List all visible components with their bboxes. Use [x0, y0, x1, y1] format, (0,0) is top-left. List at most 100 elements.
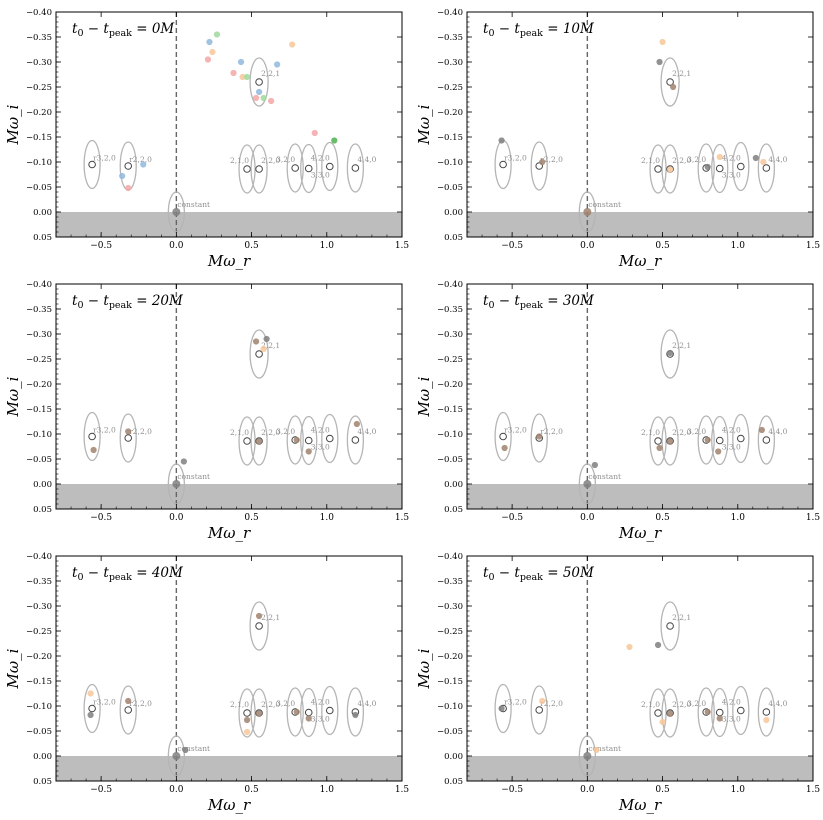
mode-label: 3,2,0	[687, 699, 706, 708]
x-tick-label: 1.0	[320, 241, 335, 251]
mode-marker	[351, 436, 360, 444]
mode-ellipse	[286, 687, 304, 737]
mode-label: constant	[177, 472, 210, 481]
mode-marker	[255, 165, 263, 173]
x-tick-label: 1.5	[395, 785, 410, 795]
data-point	[591, 461, 598, 469]
data-point	[656, 444, 663, 452]
mode-ellipse	[711, 143, 729, 194]
data-point	[669, 83, 677, 91]
data-point	[654, 641, 662, 649]
mode-marker	[243, 165, 251, 173]
data-point	[498, 137, 505, 144]
mode-label: 4,4,0	[768, 699, 787, 708]
mode-label: r3,2,0	[504, 698, 527, 707]
x-tick-label: 0.0	[580, 513, 595, 523]
y-axis-label: Mω_i	[4, 648, 22, 689]
panel-title-part: peak	[109, 28, 132, 39]
mode-marker	[325, 434, 334, 443]
mode-label: 4,4,0	[357, 699, 376, 708]
mode-ellipse	[649, 688, 667, 738]
data-point	[305, 715, 312, 722]
y-tick-label: −0.35	[437, 33, 463, 43]
data-point	[666, 349, 674, 357]
data-point	[593, 746, 600, 754]
data-point	[239, 73, 246, 81]
x-tick-label: 0.0	[169, 785, 184, 795]
mode-label: constant	[177, 744, 210, 753]
x-tick-label: 0.5	[244, 513, 259, 523]
y-tick-label: −0.15	[437, 677, 463, 687]
y-tick-label: −0.40	[26, 8, 52, 18]
chart-svg: 2,2,1 r3,2,0 r2,2,0 2,1,0 2,2,03,2,0 3,3,0 4,2…	[415, 552, 820, 814]
mode-marker	[243, 709, 251, 717]
mode-ellipse	[286, 415, 304, 465]
y-tick-label: 0.05	[444, 505, 463, 515]
panel-title: t0 − tpeak = 20M	[72, 293, 184, 311]
x-tick-label: 1.0	[320, 785, 335, 795]
mode-marker	[255, 350, 263, 358]
panel-title-part: − t	[494, 565, 520, 581]
y-tick-label: 0.05	[33, 777, 52, 787]
mode-ellipse	[249, 329, 269, 379]
panel-title-part: peak	[520, 300, 543, 311]
axes-frame	[55, 555, 403, 782]
panel-title-part: t	[483, 21, 489, 37]
x-tick-label: 1.0	[731, 513, 746, 523]
data-point	[539, 697, 546, 705]
mode-ellipse	[249, 57, 269, 107]
data-point	[293, 708, 300, 716]
data-point	[331, 137, 338, 144]
mode-marker	[255, 78, 263, 86]
y-tick-label: −0.05	[437, 455, 463, 465]
panel-title-part: t	[72, 565, 78, 581]
data-point	[704, 436, 711, 444]
mode-label: 2,1,0	[230, 700, 249, 709]
data-point	[90, 446, 97, 454]
mode-label: 2,2,0	[261, 428, 280, 437]
mode-marker	[762, 708, 771, 716]
chart-panel: 2,2,1 r3,2,0 r2,2,0 2,1,0 2,2,0 3,2,0 3,3,0 4,2…	[411, 0, 822, 272]
chart-svg: 2,2,1 r3,2,0 r2,2,0 2,1,0 2,2,03,2,0 3,3,0 4,2…	[4, 8, 409, 270]
mode-label: r2,2,0	[129, 155, 152, 164]
mode-ellipse	[321, 685, 339, 736]
mode-label: 3,3,0	[311, 715, 330, 724]
data-point	[260, 345, 267, 353]
mode-ellipse	[660, 57, 680, 107]
mode-marker	[666, 622, 674, 630]
mode-marker	[654, 437, 662, 445]
y-tick-label: −0.05	[26, 455, 52, 465]
data-point	[715, 448, 722, 455]
mode-label: 2,1,0	[641, 428, 660, 437]
data-point	[206, 38, 213, 46]
mode-label: 4,2,0	[722, 698, 741, 707]
mode-label: 2,2,1	[672, 69, 691, 78]
mode-ellipse	[530, 141, 548, 191]
mode-ellipse	[249, 601, 269, 651]
y-tick-label: 0.05	[33, 233, 52, 243]
y-tick-label: −0.30	[437, 330, 463, 340]
mode-label: 2,1,0	[230, 428, 249, 437]
panel-title-part: 0	[488, 28, 494, 39]
mode-label: 2,2,1	[261, 341, 280, 350]
mode-ellipse	[732, 413, 750, 464]
panel-title-part: − t	[494, 293, 520, 309]
data-point	[311, 129, 318, 137]
chart-svg: 2,2,1 r3,2,0 r2,2,0 2,1,0 2,2,03,2,0 3,3,0 4,2…	[4, 280, 409, 542]
data-point	[716, 153, 723, 161]
panel-title-part: 0	[77, 572, 83, 583]
mode-marker	[499, 160, 507, 169]
mode-label: 4,4,0	[768, 155, 787, 164]
x-axis-label: Mω_r	[618, 796, 662, 814]
mode-ellipse	[660, 329, 680, 379]
y-tick-label: 0.00	[33, 480, 52, 490]
x-tick-label: −0.5	[90, 785, 112, 795]
mode-label: 4,4,0	[768, 427, 787, 436]
panel-title-part: peak	[520, 572, 543, 583]
panel-title-part: = 50M	[543, 565, 595, 581]
mode-marker	[736, 706, 745, 715]
x-tick-label: 1.0	[731, 785, 746, 795]
y-tick-label: −0.10	[437, 158, 463, 168]
y-tick-label: 0.00	[444, 480, 463, 490]
chart-panel: 2,2,1 r3,2,0 r2,2,0 2,1,0 2,2,0 3,2,0 3,3,0 4,2…	[0, 544, 411, 816]
